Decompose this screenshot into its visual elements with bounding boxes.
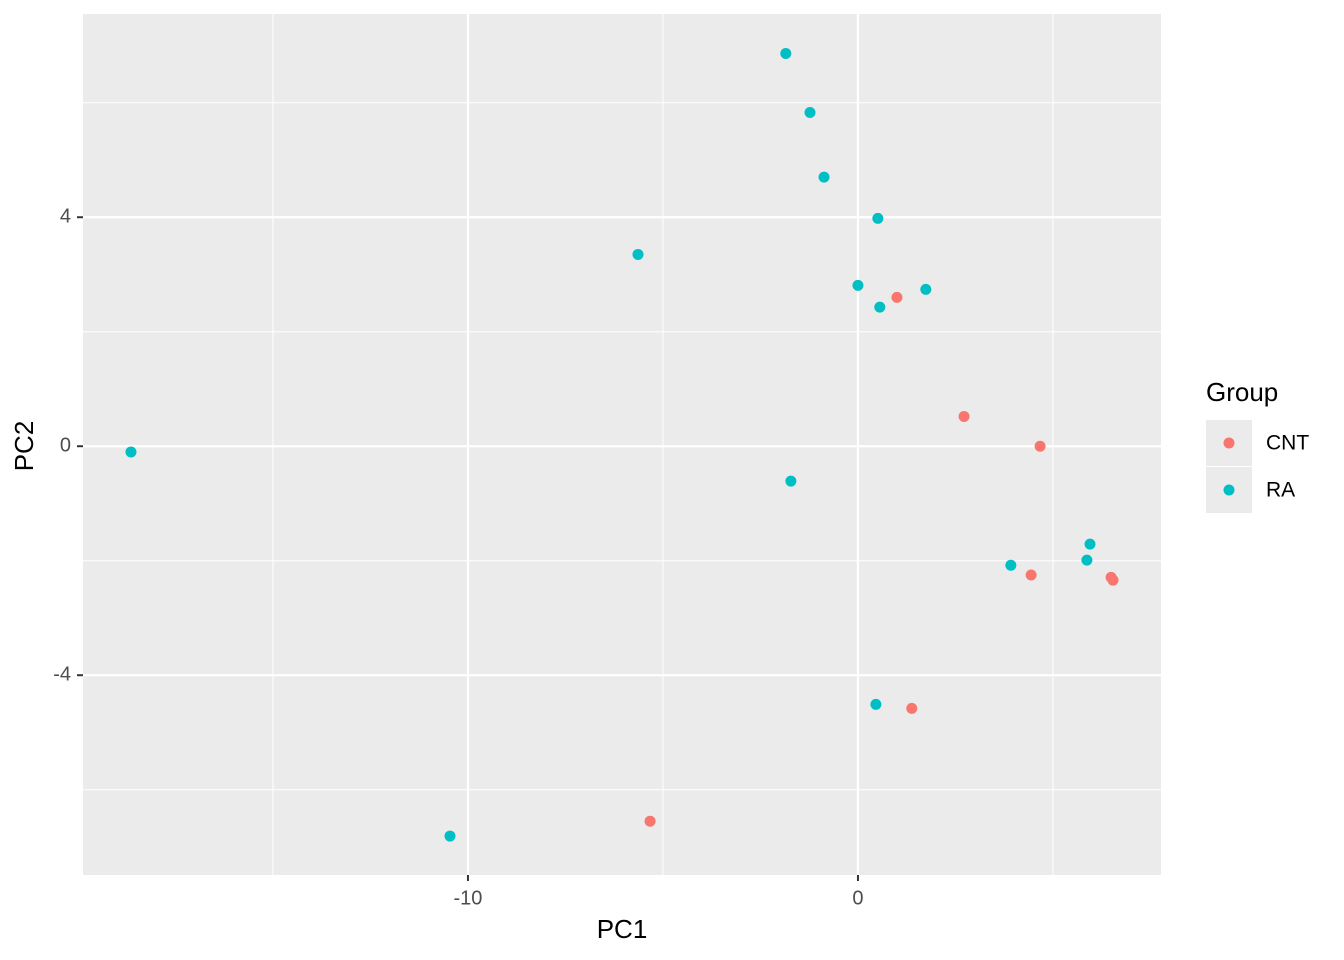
point xyxy=(1081,554,1093,566)
point xyxy=(644,815,656,827)
point xyxy=(1107,574,1119,586)
panel xyxy=(83,14,1161,875)
legend-marker xyxy=(1223,484,1235,496)
y-tick-label: 4 xyxy=(60,206,71,228)
legend-label: CNT xyxy=(1266,432,1309,455)
legend-title: Group xyxy=(1206,377,1278,407)
point xyxy=(780,48,792,60)
legend-marker xyxy=(1223,437,1235,449)
point xyxy=(125,446,137,458)
y-tick-label: -4 xyxy=(53,663,71,685)
point xyxy=(891,291,903,303)
point xyxy=(906,702,918,714)
point xyxy=(632,248,644,260)
point xyxy=(1005,559,1017,571)
legend-label: RA xyxy=(1266,479,1295,502)
y-tick-label: 0 xyxy=(60,434,71,456)
point xyxy=(874,301,886,313)
point xyxy=(1025,569,1037,581)
x-axis-title: PC1 xyxy=(597,914,648,944)
point xyxy=(818,171,830,183)
point xyxy=(852,279,864,291)
point xyxy=(920,283,932,295)
point xyxy=(872,212,884,224)
point xyxy=(444,830,456,842)
y-axis-title: PC2 xyxy=(9,421,39,472)
point xyxy=(804,106,816,118)
point xyxy=(785,475,797,487)
x-tick-label: -10 xyxy=(453,887,482,909)
point xyxy=(1034,440,1046,452)
point xyxy=(870,698,882,710)
point xyxy=(958,410,970,422)
x-tick-label: 0 xyxy=(852,887,863,909)
point xyxy=(1084,538,1096,550)
